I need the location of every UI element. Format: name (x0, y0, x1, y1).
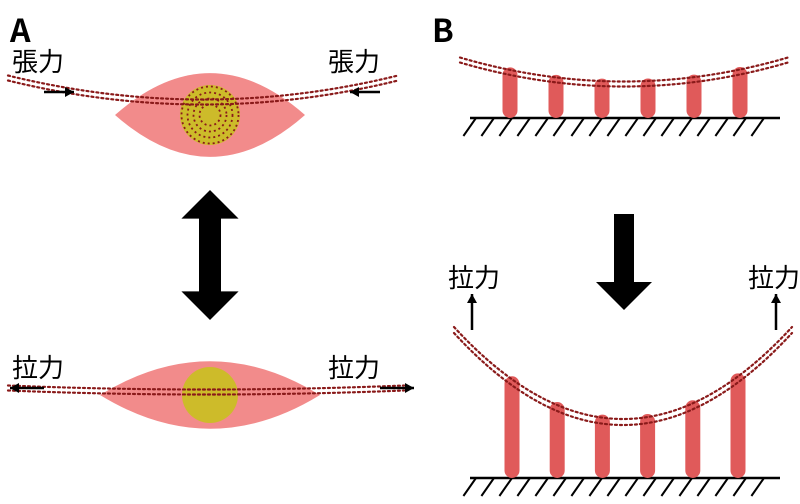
big-double-arrow (181, 190, 238, 320)
big-down-arrow (596, 214, 652, 310)
nucleus (180, 85, 240, 145)
villus (731, 373, 746, 478)
villus (595, 79, 610, 118)
villus (641, 78, 656, 118)
diagram-canvas (0, 0, 800, 504)
villus (505, 376, 520, 478)
